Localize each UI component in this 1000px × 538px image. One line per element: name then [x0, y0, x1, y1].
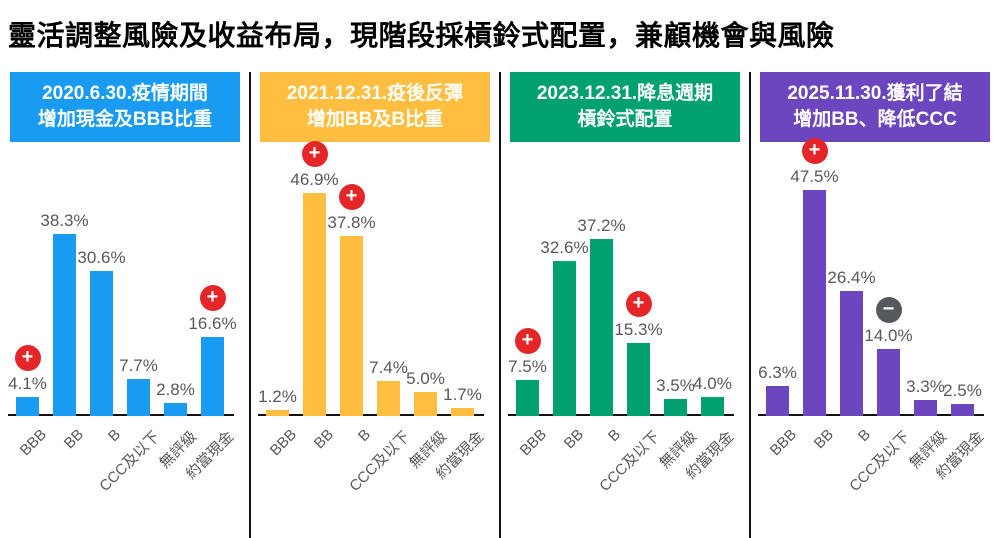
panel-divider: [749, 72, 751, 538]
panel-header-line1: 2020.6.30.疫情期間: [10, 81, 240, 107]
bar-約當現金[interactable]: [951, 404, 974, 416]
bar-約當現金[interactable]: [451, 408, 474, 416]
bar-value-label: 7.7%: [101, 356, 177, 376]
bar-BBB[interactable]: [266, 410, 289, 416]
panel-divider: [499, 72, 501, 538]
bar-value-label: 26.4%: [814, 268, 890, 288]
panel-header-line2: 增加現金及BBB比重: [10, 107, 240, 133]
bar-value-label: 1.7%: [425, 385, 501, 405]
plus-badge-icon: +: [802, 138, 828, 164]
bar-value-label: 37.8%: [314, 213, 390, 233]
bar-value-label: 30.6%: [64, 248, 140, 268]
bar-value-label: 14.0%: [851, 326, 927, 346]
plus-badge-icon: +: [626, 291, 652, 317]
bar-value-label: 2.5%: [925, 381, 1000, 401]
panel-header-line2: 增加BB及B比重: [260, 107, 490, 133]
minus-badge-icon: −: [876, 297, 902, 323]
plus-badge-icon: +: [200, 285, 226, 311]
bar-約當現金[interactable]: [701, 397, 724, 416]
bar-value-label: 16.6%: [175, 314, 251, 334]
bar-BBB[interactable]: [516, 380, 539, 416]
bar-BB[interactable]: [553, 261, 576, 416]
panel-divider: [249, 72, 251, 538]
plus-badge-icon: +: [515, 328, 541, 354]
plus-badge-icon: +: [302, 141, 328, 167]
panel-header-line2: 增加BB、降低CCC: [760, 107, 990, 133]
bar-BB[interactable]: [803, 190, 826, 416]
bar-BBB[interactable]: [16, 397, 39, 416]
bar-無評級[interactable]: [164, 403, 187, 416]
bar-約當現金[interactable]: [201, 337, 224, 416]
plus-badge-icon: +: [15, 345, 41, 371]
bar-B[interactable]: [340, 236, 363, 416]
page-title: 靈活調整風險及收益布局，現階段採槓鈴式配置，兼顧機會與風險: [8, 14, 835, 54]
panel-header: 2020.6.30.疫情期間增加現金及BBB比重: [10, 72, 240, 142]
plus-badge-icon: +: [339, 184, 365, 210]
bar-B[interactable]: [90, 271, 113, 416]
bar-value-label: 46.9%: [277, 170, 353, 190]
panel-header: 2025.11.30.獲利了結增加BB、降低CCC: [760, 72, 990, 142]
panel-header-line1: 2025.11.30.獲利了結: [760, 81, 990, 107]
panel-header-line1: 2021.12.31.疫後反彈: [260, 81, 490, 107]
panel-header: 2023.12.31.降息週期槓鈴式配置: [510, 72, 740, 142]
bar-value-label: 38.3%: [27, 211, 103, 231]
panel-header: 2021.12.31.疫後反彈增加BB及B比重: [260, 72, 490, 142]
bar-value-label: 47.5%: [777, 167, 853, 187]
bar-B[interactable]: [840, 291, 863, 416]
panel-header-line2: 槓鈴式配置: [510, 107, 740, 133]
bar-value-label: 37.2%: [564, 216, 640, 236]
panel-header-line1: 2023.12.31.降息週期: [510, 81, 740, 107]
bar-無評級[interactable]: [664, 399, 687, 416]
bar-value-label: 15.3%: [601, 320, 677, 340]
bar-BBB[interactable]: [766, 386, 789, 416]
infographic-page: 靈活調整風險及收益布局，現階段採槓鈴式配置，兼顧機會與風險 2020.6.30.…: [0, 0, 1000, 490]
bar-無評級[interactable]: [914, 400, 937, 416]
